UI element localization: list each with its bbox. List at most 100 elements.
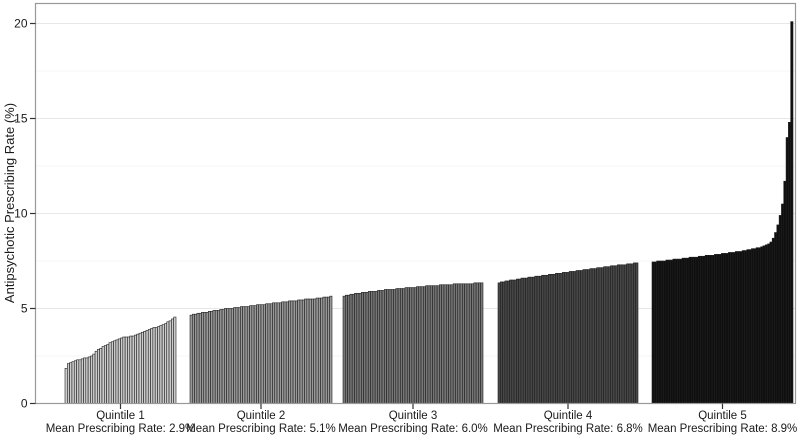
bar [744, 250, 748, 404]
bar [189, 314, 193, 404]
bar [621, 264, 625, 404]
x-tick-label-quintile: Quintile 2 [237, 410, 286, 422]
bar [147, 329, 151, 404]
bar [737, 251, 741, 404]
bar [226, 308, 230, 404]
bar [688, 256, 692, 404]
bar [466, 283, 470, 404]
bar [429, 285, 433, 404]
bar [690, 256, 694, 404]
bar [344, 294, 348, 404]
bars [64, 21, 794, 404]
bar [304, 298, 308, 404]
bar [129, 335, 133, 404]
bar [600, 267, 604, 404]
bar [445, 284, 449, 404]
bar [342, 295, 346, 404]
bar [693, 256, 697, 404]
bar [230, 308, 234, 404]
bar [87, 356, 91, 404]
bar [97, 349, 100, 404]
bar [104, 345, 107, 404]
bar [127, 336, 131, 404]
bar [607, 266, 611, 404]
bar [660, 260, 664, 404]
bar [681, 257, 685, 404]
bar [166, 321, 170, 404]
bar [723, 253, 727, 404]
bar [781, 203, 785, 404]
bar [244, 306, 248, 404]
bar [499, 281, 503, 404]
bar [246, 306, 250, 404]
bar [751, 248, 755, 404]
bar [409, 287, 413, 404]
bar [564, 272, 568, 404]
bar [327, 296, 331, 404]
bar [527, 276, 531, 404]
bar [434, 285, 438, 404]
bar [274, 302, 278, 404]
bar [358, 292, 362, 404]
bar [462, 283, 465, 404]
bar [767, 243, 771, 404]
bar [774, 232, 778, 404]
x-tick-label-quintile: Quintile 5 [698, 410, 747, 422]
bar [475, 282, 479, 404]
bar [633, 262, 637, 404]
bar [532, 276, 536, 404]
bar [716, 254, 720, 404]
bar [721, 253, 724, 404]
bar [441, 284, 445, 404]
bar [131, 335, 135, 404]
bar [101, 346, 105, 404]
bar [108, 342, 112, 404]
bar [571, 271, 575, 404]
bar [619, 264, 623, 404]
bar [106, 344, 110, 404]
bar [665, 259, 669, 404]
bar [614, 265, 618, 404]
bar [194, 313, 198, 404]
bar [730, 252, 734, 404]
bar [539, 275, 542, 404]
bar [235, 307, 239, 404]
bar [138, 332, 142, 404]
bar [559, 273, 563, 404]
bar [480, 282, 484, 404]
bar [237, 307, 241, 404]
bar [788, 122, 791, 404]
y-tick-label: 10 [14, 207, 28, 221]
bar [249, 305, 253, 404]
bar [299, 299, 303, 404]
bar [439, 284, 442, 404]
bar [755, 247, 759, 404]
bar [536, 275, 540, 404]
bar [397, 288, 401, 404]
bar [455, 283, 459, 404]
bar [598, 267, 602, 404]
bar [695, 256, 699, 404]
y-tick-label: 5 [21, 302, 28, 316]
bar [436, 285, 440, 404]
bar [367, 291, 371, 404]
bar [272, 302, 276, 404]
bar [578, 270, 581, 404]
bar [468, 283, 472, 404]
bar [110, 341, 114, 404]
bar [550, 273, 554, 404]
bar [354, 292, 358, 404]
bar [541, 274, 545, 404]
bar [714, 254, 718, 404]
bar [141, 331, 144, 404]
bar [349, 293, 353, 404]
bar [315, 297, 319, 404]
bar [734, 251, 738, 404]
bar [771, 237, 775, 404]
bar [464, 283, 468, 404]
bar [224, 308, 227, 404]
bar [573, 271, 577, 404]
